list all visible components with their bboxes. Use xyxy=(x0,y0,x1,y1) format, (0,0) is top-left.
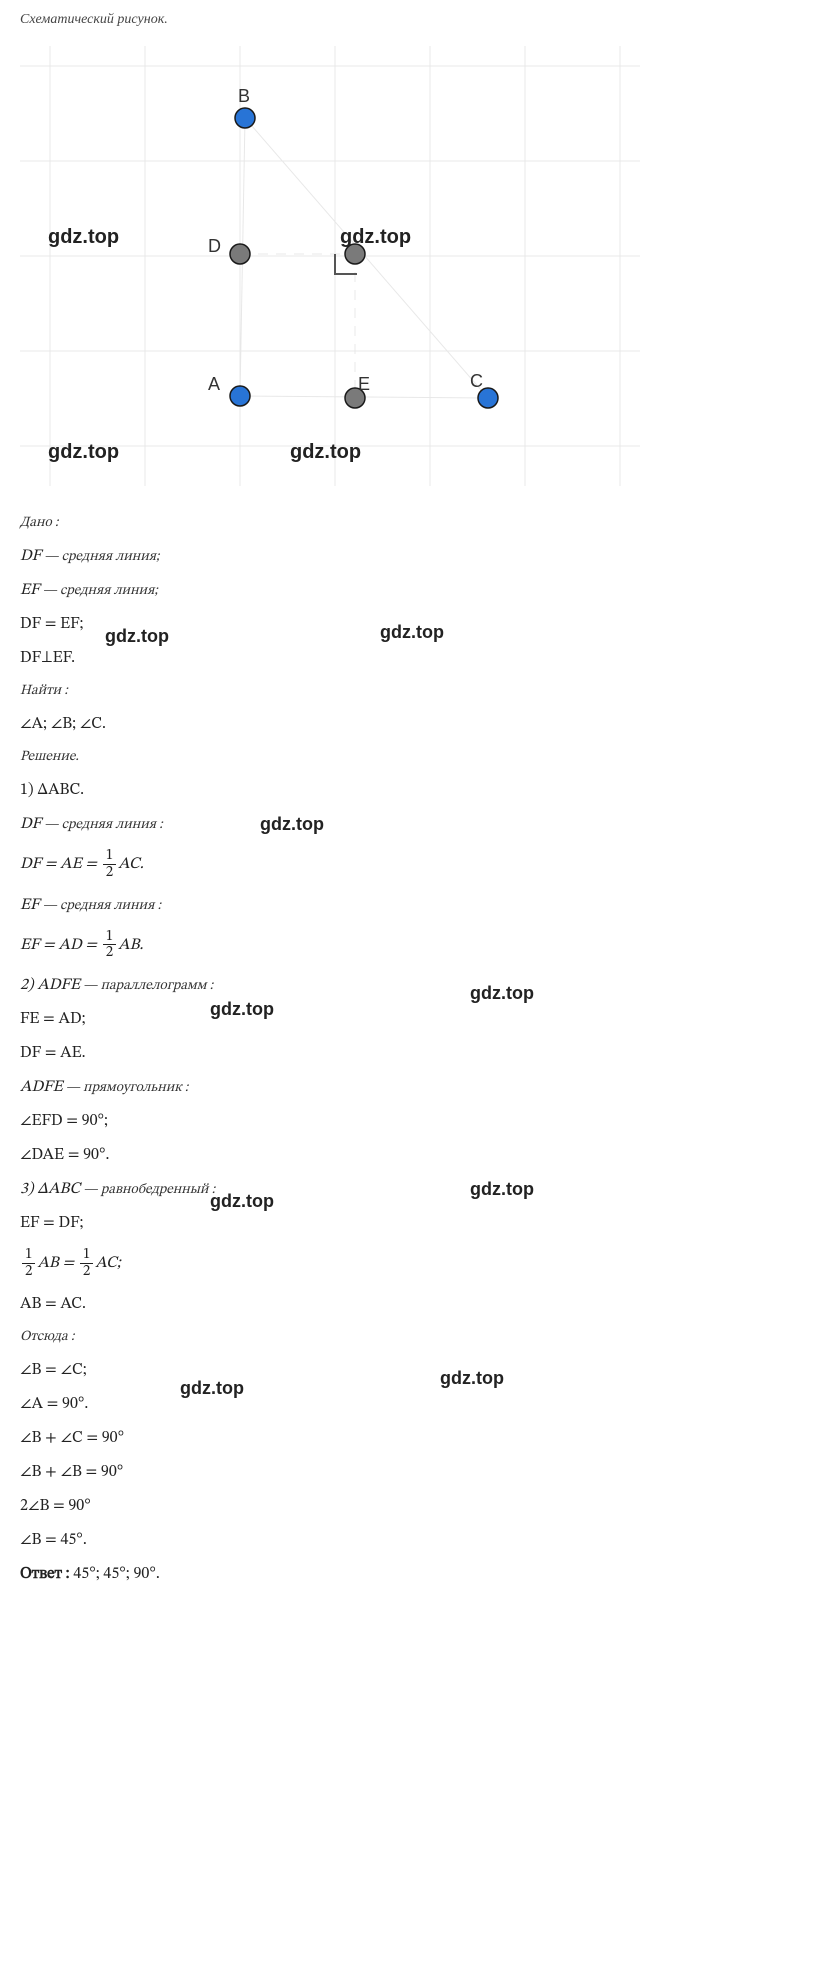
solution-line: ∠DAE = 90°. xyxy=(20,1145,799,1165)
sym: EF xyxy=(20,897,39,913)
numerator: 1 xyxy=(80,1247,93,1264)
solution-line: FE = AD; xyxy=(20,1009,799,1029)
watermark: gdz.top xyxy=(340,226,411,249)
solution-line: EF — средняя линия : xyxy=(20,895,799,915)
point-label-b: B xyxy=(238,86,250,107)
solution-line: 3) ΔABC — равнобедренный : xyxy=(20,1179,799,1199)
text: — средняя линия; xyxy=(39,584,157,598)
text: — прямоугольник : xyxy=(63,1081,189,1095)
text: — параллелограмм : xyxy=(80,979,213,993)
watermark: gdz.top xyxy=(180,1378,244,1399)
solution-line: DF = AE = 12AC. xyxy=(20,848,799,881)
given-title: Дано : xyxy=(20,514,799,532)
point-label-e: E xyxy=(358,374,370,395)
solution-line: 1) ΔABC. xyxy=(20,780,799,800)
numerator: 1 xyxy=(103,848,116,865)
watermark: gdz.top xyxy=(470,983,534,1004)
solution-line: EF = DF; xyxy=(20,1213,799,1233)
sym: DF xyxy=(20,548,41,564)
given-line: EF — средняя линия; xyxy=(20,580,799,600)
sym: EF = AD = xyxy=(20,937,101,953)
denominator: 2 xyxy=(80,1264,93,1280)
fraction: 12 xyxy=(103,929,116,962)
watermark: gdz.top xyxy=(470,1179,534,1200)
solution-line: DF — средняя линия : xyxy=(20,814,799,834)
sym: AC. xyxy=(118,856,144,872)
watermark: gdz.top xyxy=(210,999,274,1020)
find-title: Найти : xyxy=(20,682,799,700)
fraction: 12 xyxy=(80,1247,93,1280)
watermark: gdz.top xyxy=(210,1191,274,1212)
given-line: DF⊥EF. xyxy=(20,648,799,668)
solution-line: 2) ADFE — параллелограмм : xyxy=(20,975,799,995)
sym: 2) ADFE xyxy=(20,977,80,993)
text: — средняя линия; xyxy=(41,550,159,564)
solution-line: ADFE — прямоугольник : xyxy=(20,1077,799,1097)
fraction: 12 xyxy=(103,848,116,881)
text: — средняя линия : xyxy=(39,899,161,913)
sym: AC; xyxy=(95,1255,121,1271)
watermark: gdz.top xyxy=(440,1368,504,1389)
solution-line: ∠EFD = 90°; xyxy=(20,1111,799,1131)
watermark: gdz.top xyxy=(290,441,361,464)
sym: DF xyxy=(20,816,41,832)
denominator: 2 xyxy=(22,1264,35,1280)
solution-line: 2∠B = 90° xyxy=(20,1496,799,1516)
diagram-svg xyxy=(20,46,640,486)
sym: EF xyxy=(20,582,39,598)
text: — равнобедренный : xyxy=(80,1183,215,1197)
answer-line: Ответ : 45°; 45°; 90°. xyxy=(20,1564,799,1584)
sym: AB. xyxy=(118,937,143,953)
watermark: gdz.top xyxy=(48,441,119,464)
watermark: gdz.top xyxy=(260,814,324,835)
solution-line: ∠A = 90°. xyxy=(20,1394,799,1414)
solution-title: Решение. xyxy=(20,748,799,766)
denominator: 2 xyxy=(103,945,116,961)
watermark: gdz.top xyxy=(380,622,444,643)
numerator: 1 xyxy=(103,929,116,946)
solution-line: ∠B + ∠B = 90° xyxy=(20,1462,799,1482)
solution-line: ∠B = 45°. xyxy=(20,1530,799,1550)
answer-value: 45°; 45°; 90°. xyxy=(73,1566,159,1582)
diagram-caption: Схематический рисунок. xyxy=(20,12,799,28)
point-label-c: C xyxy=(470,371,483,392)
watermark: gdz.top xyxy=(48,226,119,249)
diagram: gdz.top gdz.top gdz.top gdz.top B D A E … xyxy=(20,46,640,486)
solution-line: DF = AE. xyxy=(20,1043,799,1063)
numerator: 1 xyxy=(22,1247,35,1264)
sym: 3) ΔABC xyxy=(20,1181,80,1197)
solution-line: ∠B + ∠C = 90° xyxy=(20,1428,799,1448)
find-line: ∠A; ∠B; ∠C. xyxy=(20,714,799,734)
denominator: 2 xyxy=(103,865,116,881)
text: — средняя линия : xyxy=(41,818,163,832)
sym: ADFE xyxy=(20,1079,63,1095)
fraction: 12 xyxy=(22,1247,35,1280)
sym: AB = xyxy=(37,1255,77,1271)
answer-label: Ответ : xyxy=(20,1566,73,1582)
solution-line: Отсюда : xyxy=(20,1328,799,1346)
point-label-d: D xyxy=(208,236,221,257)
solution-line: AB = AC. xyxy=(20,1294,799,1314)
solution-line: EF = AD = 12AB. xyxy=(20,929,799,962)
given-line: DF — средняя линия; xyxy=(20,546,799,566)
sym: DF = AE = xyxy=(20,856,101,872)
point-label-a: A xyxy=(208,374,220,395)
watermark: gdz.top xyxy=(105,626,169,647)
solution-line: 12AB = 12AC; xyxy=(20,1247,799,1280)
solution-line: ∠B = ∠C; xyxy=(20,1360,799,1380)
